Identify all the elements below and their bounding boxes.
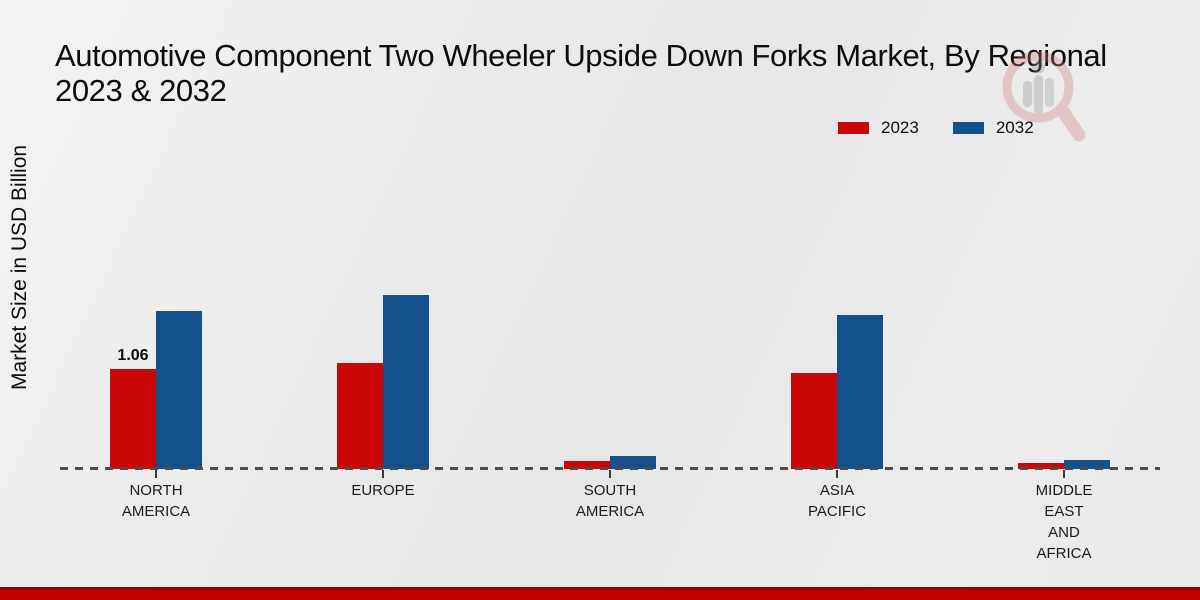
x-axis-category-label-line: ASIA [819, 482, 855, 499]
bar-value-label: 1.06 [117, 347, 149, 364]
x-axis-tick [836, 470, 838, 478]
bar-2023-europe [337, 363, 383, 469]
bar-2023-middle-east-and-africa [1018, 463, 1064, 469]
x-axis-category-label-north-america: NORTH AMERICA [76, 480, 236, 522]
x-axis-category-label-line: SOUTH [583, 482, 637, 499]
x-axis-category-label-line: NORTH [129, 482, 183, 499]
bar-2023-asia-pacific [791, 373, 837, 469]
bar-2032-asia-pacific [837, 315, 883, 469]
chart-title: Automotive Component Two Wheeler Upside … [55, 38, 1107, 108]
x-axis-category-label-line: PACIFIC [807, 503, 867, 520]
x-axis-category-label-south-america: SOUTH AMERICA [530, 480, 690, 522]
legend-item-label: 2032 [995, 118, 1034, 137]
x-axis-baseline [60, 467, 1160, 470]
x-axis-tick [155, 470, 157, 478]
x-axis-category-label-europe: EUROPE [303, 480, 463, 501]
bar-2032-north-america [156, 311, 202, 469]
legend-color-swatch-icon [952, 122, 984, 134]
chart-title-line1: Automotive Component Two Wheeler Upside … [55, 38, 1107, 73]
x-axis-tick [1063, 470, 1065, 478]
x-axis-tick [382, 470, 384, 478]
legend-item-label: 2023 [881, 118, 919, 137]
x-axis-category-label-line: AFRICA [1036, 545, 1092, 562]
bar-2023-south-america [564, 461, 610, 469]
x-axis-tick [609, 470, 611, 478]
x-axis-category-label-line: EUROPE [351, 482, 415, 499]
x-axis-category-label-line: MIDDLE [1035, 482, 1093, 499]
bar-2032-middle-east-and-africa [1064, 460, 1110, 469]
x-axis-category-label-middle-east-and-africa: MIDDLE EAST AND AFRICA [984, 480, 1144, 564]
x-axis-category-label-line: AND [1048, 524, 1080, 541]
legend-item-2023: 2023 [838, 118, 919, 138]
bar-2032-south-america [610, 456, 656, 469]
x-axis-category-label-asia-pacific: ASIA PACIFIC [757, 480, 917, 522]
x-axis-category-label-line: AMERICA [121, 503, 191, 520]
bar-2032-europe [383, 295, 429, 469]
legend: 2023 2032 [838, 118, 1034, 138]
x-axis-category-label-line: AMERICA [575, 503, 645, 520]
brand-watermark-icon [1002, 51, 1086, 142]
legend-color-swatch-icon [838, 122, 869, 134]
chart-title-line2: 2023 & 2032 [55, 73, 227, 108]
x-axis-category-label-line: EAST [1044, 503, 1084, 520]
bar-2023-north-america [110, 369, 156, 469]
legend-item-2032: 2032 [952, 118, 1034, 138]
bottom-accent-bar [0, 587, 1200, 600]
